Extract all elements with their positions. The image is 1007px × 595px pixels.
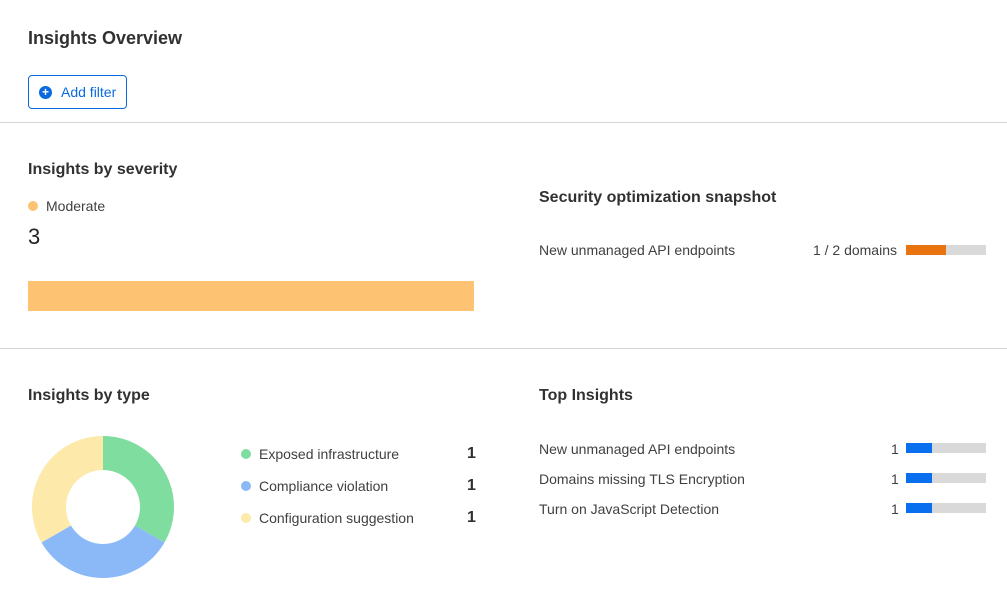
add-filter-label: Add filter <box>61 84 117 100</box>
divider <box>0 122 1007 123</box>
donut-slice-configuration-suggestion[interactable] <box>32 436 103 543</box>
severity-bar[interactable] <box>28 281 474 311</box>
legend-label: Compliance violation <box>259 478 389 494</box>
top-insight-bar <box>906 503 986 513</box>
top-insight-value: 1 <box>891 471 899 487</box>
plus-circle-icon: + <box>39 85 52 99</box>
legend-count: 1 <box>467 477 476 494</box>
by-type-title: Insights by type <box>28 387 150 404</box>
snapshot-title: Security optimization snapshot <box>539 189 777 206</box>
top-insight-label[interactable]: Domains missing TLS Encryption <box>539 471 745 487</box>
legend-dot-icon <box>241 449 251 459</box>
top-insight-value: 1 <box>891 501 899 517</box>
donut-slice-compliance-violation[interactable] <box>41 525 165 579</box>
add-filter-button[interactable]: + Add filter <box>28 75 127 109</box>
legend-dot-icon <box>241 513 251 523</box>
moderate-dot-icon <box>28 201 38 211</box>
top-insight-label[interactable]: New unmanaged API endpoints <box>539 441 736 457</box>
severity-legend: Moderate <box>46 198 106 214</box>
top-insight-label[interactable]: Turn on JavaScript Detection <box>539 501 720 517</box>
donut-slice-exposed-infrastructure[interactable] <box>103 436 174 543</box>
top-insights-title: Top Insights <box>539 387 633 404</box>
divider <box>0 348 1007 349</box>
top-insight-bar <box>906 443 986 453</box>
severity-title: Insights by severity <box>28 161 178 178</box>
snapshot-row-label: New unmanaged API endpoints <box>539 242 736 258</box>
top-insight-bar <box>906 473 986 483</box>
top-insight-value: 1 <box>891 441 899 457</box>
snapshot-progress-bar <box>906 245 986 255</box>
page-title: Insights Overview <box>28 28 183 48</box>
severity-count: 3 <box>28 224 41 249</box>
legend-dot-icon <box>241 481 251 491</box>
legend-count: 1 <box>467 509 476 526</box>
legend-label: Configuration suggestion <box>259 510 414 526</box>
donut-chart <box>32 436 174 578</box>
snapshot-row-value: 1 / 2 domains <box>812 242 897 258</box>
legend-label: Exposed infrastructure <box>259 446 400 462</box>
legend-count: 1 <box>467 445 476 462</box>
